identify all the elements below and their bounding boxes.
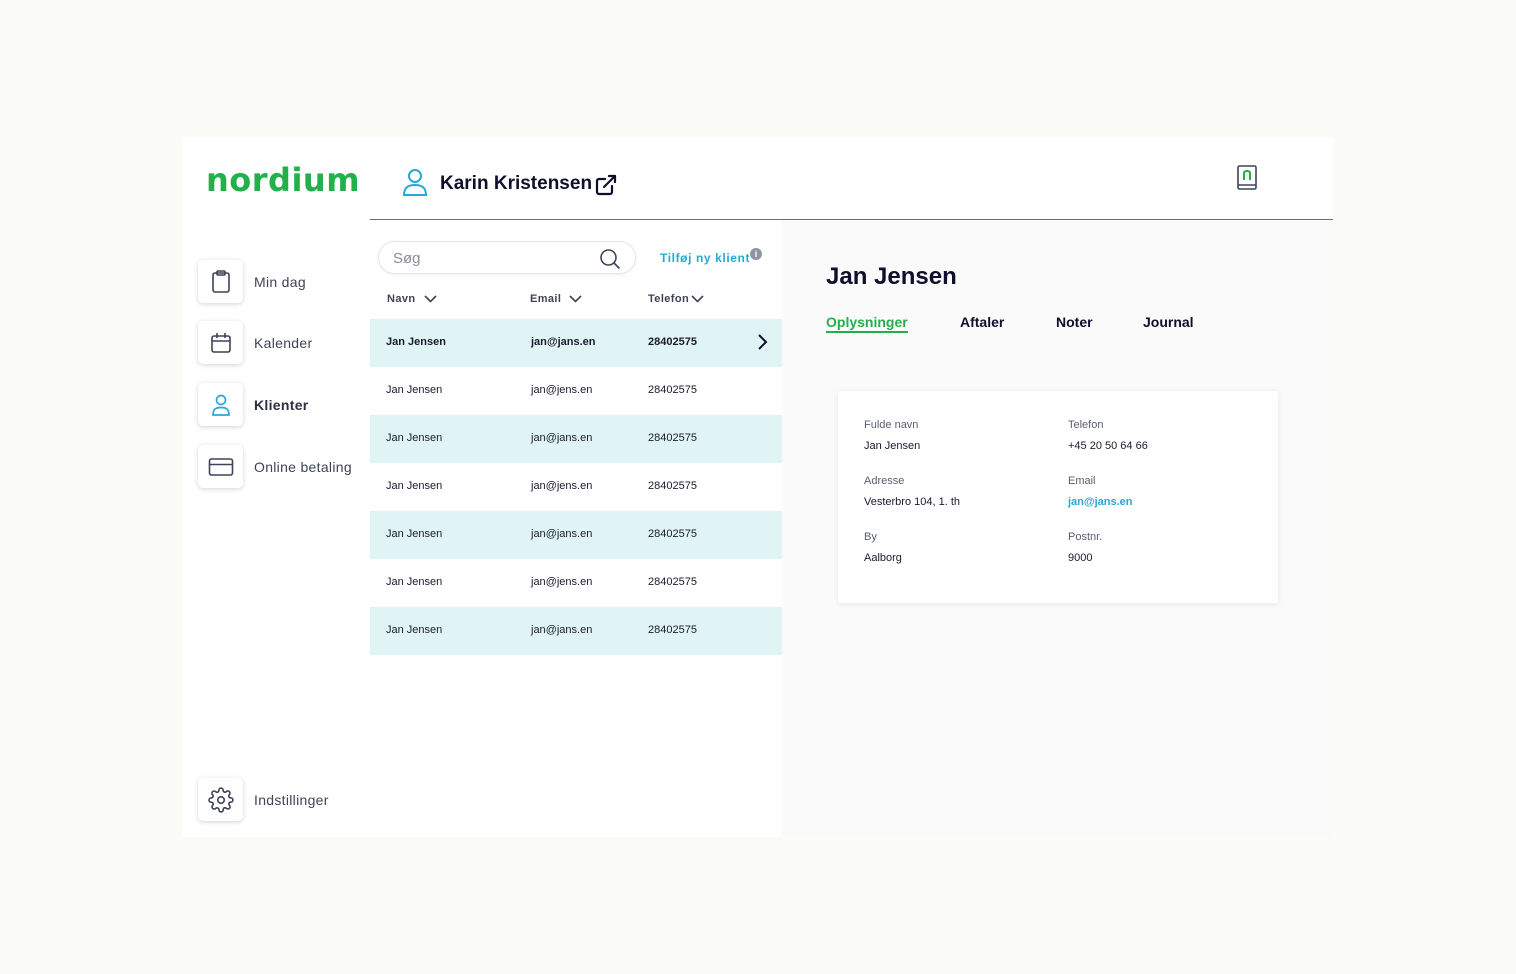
chevron-down-icon (423, 295, 437, 303)
chevron-down-icon (569, 295, 582, 303)
client-name-title: Jan Jensen (826, 263, 957, 290)
search-icon[interactable] (599, 248, 621, 270)
table-row[interactable]: Jan Jensen jan@jans.en 28402575 (370, 511, 782, 559)
info-icon[interactable]: i (750, 248, 762, 260)
column-header-email[interactable]: Email (530, 293, 582, 305)
sidebar-item-label: Kalender (254, 334, 313, 351)
search-input[interactable] (393, 248, 593, 268)
calendar-icon (210, 332, 231, 353)
gear-icon (207, 786, 234, 813)
top-bar: Karin Kristensen (370, 137, 1333, 220)
sidebar-item-online-betaling[interactable]: Online betaling (198, 445, 352, 488)
full-name-value: Jan Jensen (864, 440, 921, 452)
tab-noter[interactable]: Noter (1056, 314, 1093, 330)
book-icon[interactable] (1236, 165, 1258, 191)
city-value: Aalborg (864, 552, 902, 564)
table-row[interactable]: Jan Jensen jan@jans.en 28402575 (370, 607, 782, 655)
user-icon (211, 394, 230, 416)
tab-aftaler[interactable]: Aftaler (960, 314, 1005, 330)
clipboard-icon (211, 269, 230, 293)
postal-label: Postnr. (1068, 531, 1103, 543)
table-row[interactable]: Jan Jensen jan@jens.en 28402575 (386, 384, 697, 396)
add-client-link[interactable]: Tilføj ny klient (660, 251, 751, 265)
chevron-right-icon[interactable] (755, 333, 769, 351)
city-label: By (864, 531, 877, 543)
client-detail-panel: Jan Jensen Oplysninger Aftaler Noter Jou… (782, 221, 1333, 837)
sidebar-item-klienter[interactable]: Klienter (198, 383, 309, 426)
credit-card-icon (208, 457, 233, 476)
chevron-down-icon (691, 295, 704, 303)
email-label: Email (1068, 475, 1096, 487)
column-header-phone[interactable]: Telefon (648, 293, 704, 305)
sidebar-item-label: Online betaling (254, 458, 352, 475)
client-info-card: Fulde navn Jan Jensen Telefon +45 20 50 … (838, 391, 1278, 603)
user-icon (402, 169, 428, 196)
phone-value: +45 20 50 64 66 (1068, 440, 1148, 452)
sidebar-item-label: Min dag (254, 273, 306, 290)
sidebar-item-label: Klienter (254, 396, 309, 413)
table-row[interactable]: Jan Jensen jan@jens.en 28402575 (386, 576, 697, 588)
client-table: Jan Jensen jan@jans.en 28402575 Jan Jens… (370, 319, 782, 655)
address-label: Adresse (864, 475, 905, 487)
current-user-name: Karin Kristensen (440, 173, 593, 194)
sidebar-item-min-dag[interactable]: Min dag (198, 260, 306, 303)
nordium-logo[interactable]: nordium (206, 161, 361, 199)
tab-oplysninger[interactable]: Oplysninger (826, 314, 908, 333)
external-link-icon[interactable] (594, 173, 618, 197)
search-box (378, 241, 636, 274)
address-value: Vesterbro 104, 1. th (864, 496, 961, 508)
sidebar-item-kalender[interactable]: Kalender (198, 321, 312, 364)
postal-value: 9000 (1068, 552, 1093, 564)
sidebar-item-settings[interactable]: Indstillinger (198, 778, 329, 821)
table-row[interactable]: Jan Jensen jan@jens.en 28402575 (386, 480, 697, 492)
client-list-panel: Tilføj ny klient i Navn Email Telefon Ja… (370, 221, 782, 837)
app-window: nordium Karin Kristensen Min dag (182, 137, 1333, 837)
full-name-label: Fulde navn (864, 419, 919, 431)
tab-journal[interactable]: Journal (1143, 314, 1194, 330)
table-row[interactable]: Jan Jensen jan@jans.en 28402575 (370, 319, 782, 367)
settings-label: Indstillinger (254, 791, 329, 808)
table-row[interactable]: Jan Jensen jan@jans.en 28402575 (370, 415, 782, 463)
email-link[interactable]: jan@jans.en (1068, 496, 1133, 508)
column-header-name[interactable]: Navn (387, 293, 437, 305)
phone-label: Telefon (1068, 419, 1104, 431)
